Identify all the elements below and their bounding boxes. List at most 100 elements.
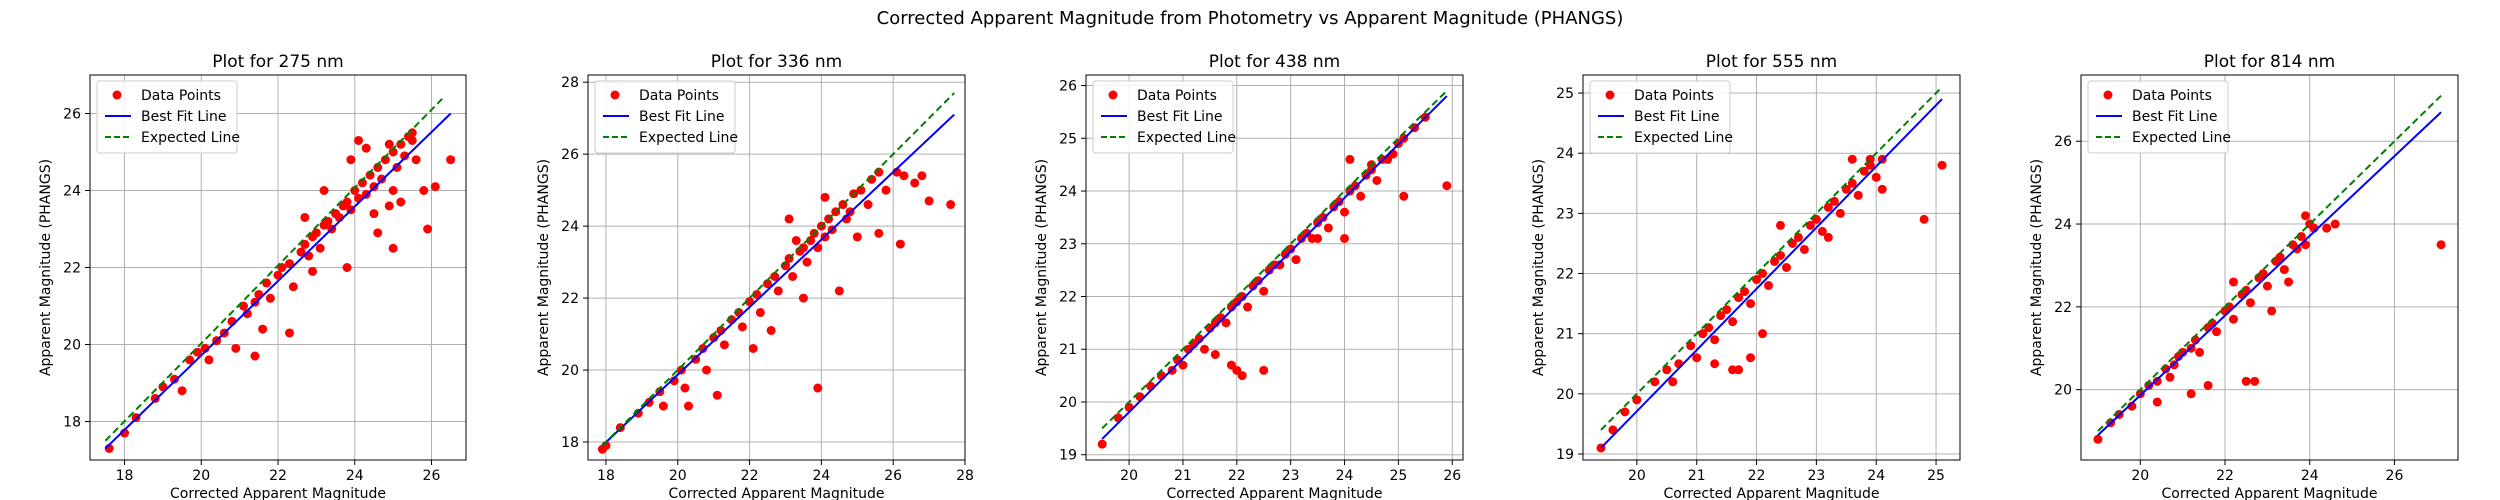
data-point (2152, 376, 2162, 386)
y-tick-label: 26 (63, 107, 81, 123)
data-point (1823, 202, 1833, 212)
legend-box (2087, 80, 2229, 154)
data-point (1199, 344, 1209, 354)
data-point (766, 325, 776, 335)
y-tick-label: 25 (1556, 86, 1574, 102)
x-tick-label: 18 (116, 468, 134, 484)
x-axis-label: Corrected Apparent Magnitude (170, 486, 386, 500)
x-tick-label: 24 (1867, 468, 1885, 484)
y-tick-label: 22 (2054, 300, 2072, 316)
data-point (342, 263, 352, 272)
data-point (169, 374, 179, 384)
data-point (1805, 220, 1815, 230)
data-point (377, 174, 387, 184)
expected-line (2097, 94, 2442, 432)
data-point (2330, 219, 2340, 229)
data-point (1340, 207, 1350, 217)
axes-frame (587, 74, 966, 461)
data-point (1740, 287, 1750, 297)
data-point (802, 257, 812, 267)
data-point (1841, 184, 1851, 194)
data-point (388, 243, 398, 253)
data-point (813, 383, 823, 393)
y-axis-label: Apparent Magnitude (PHANGS) (1531, 159, 1547, 376)
x-tick-label: 20 (192, 468, 210, 484)
data-point (2436, 240, 2446, 250)
x-tick-label: 26 (2386, 468, 2404, 484)
data-point (150, 393, 160, 403)
legend-label: Data Points (1634, 88, 1714, 104)
data-point (1781, 263, 1791, 272)
data-point (1752, 275, 1762, 285)
subplot-title: Plot for 275 nm (212, 52, 343, 72)
data-point (2250, 376, 2260, 386)
y-tick-label: 21 (1059, 342, 1077, 358)
x-tick-label: 26 (423, 468, 441, 484)
y-axis-label: Apparent Magnitude (PHANGS) (38, 159, 54, 376)
data-point (1746, 299, 1756, 309)
x-tick-label: 22 (1748, 468, 1766, 484)
data-point (1710, 335, 1720, 345)
data-point (1787, 238, 1797, 248)
data-point (342, 197, 352, 207)
x-tick-label: 20 (1120, 468, 1138, 484)
data-point (1871, 172, 1881, 182)
data-point (1210, 350, 1220, 360)
axes-frame (1582, 74, 1961, 461)
data-point (346, 155, 356, 165)
data-point (1919, 214, 1929, 224)
y-tick-label: 19 (1059, 448, 1077, 464)
data-point (2275, 252, 2285, 262)
y-tick-label: 26 (2054, 134, 2072, 150)
x-tick-label: 23 (1807, 468, 1825, 484)
legend-label: Data Points (639, 88, 719, 104)
data-point (1758, 269, 1768, 279)
legend-label: Best Fit Line (1137, 109, 1223, 125)
data-point (701, 365, 711, 375)
data-point (1817, 226, 1827, 236)
data-point (2186, 389, 2196, 399)
legend-label: Data Points (2132, 88, 2212, 104)
data-point (1799, 244, 1809, 254)
y-axis-label: Apparent Magnitude (PHANGS) (536, 159, 552, 376)
data-point (863, 200, 873, 210)
legend-marker-points (1605, 90, 1615, 100)
legend-marker-points (2103, 90, 2113, 100)
y-tick-label: 23 (1059, 237, 1077, 253)
data-point (719, 340, 729, 350)
data-point (1692, 353, 1702, 363)
data-point (285, 328, 295, 338)
data-point (910, 178, 920, 188)
data-point (2203, 380, 2213, 390)
data-point (1356, 191, 1366, 201)
data-point (1097, 439, 1107, 449)
data-point (1275, 260, 1285, 270)
data-point (712, 390, 722, 400)
x-tick-label: 25 (1389, 468, 1407, 484)
legend-label: Data Points (141, 88, 221, 104)
data-point (2245, 298, 2255, 308)
legend-box (594, 80, 736, 154)
y-tick-label: 24 (1059, 184, 1077, 200)
x-tick-label: 26 (884, 468, 902, 484)
data-point (373, 228, 383, 238)
data-point (1823, 232, 1833, 242)
data-point (1291, 255, 1301, 265)
data-point (231, 343, 241, 353)
y-tick-label: 26 (1059, 79, 1077, 95)
data-point (396, 197, 406, 207)
data-point (204, 355, 214, 365)
data-point (388, 186, 398, 195)
data-point (2093, 434, 2103, 444)
data-point (323, 216, 333, 226)
legend-label: Best Fit Line (141, 109, 227, 125)
data-point (1318, 212, 1328, 222)
data-point (1698, 329, 1708, 339)
data-point (265, 293, 275, 303)
x-tick-label: 22 (1228, 468, 1246, 484)
data-point (1758, 329, 1768, 339)
data-point (874, 228, 884, 238)
data-point (2241, 376, 2251, 386)
data-point (1632, 395, 1642, 405)
data-point (319, 186, 329, 195)
